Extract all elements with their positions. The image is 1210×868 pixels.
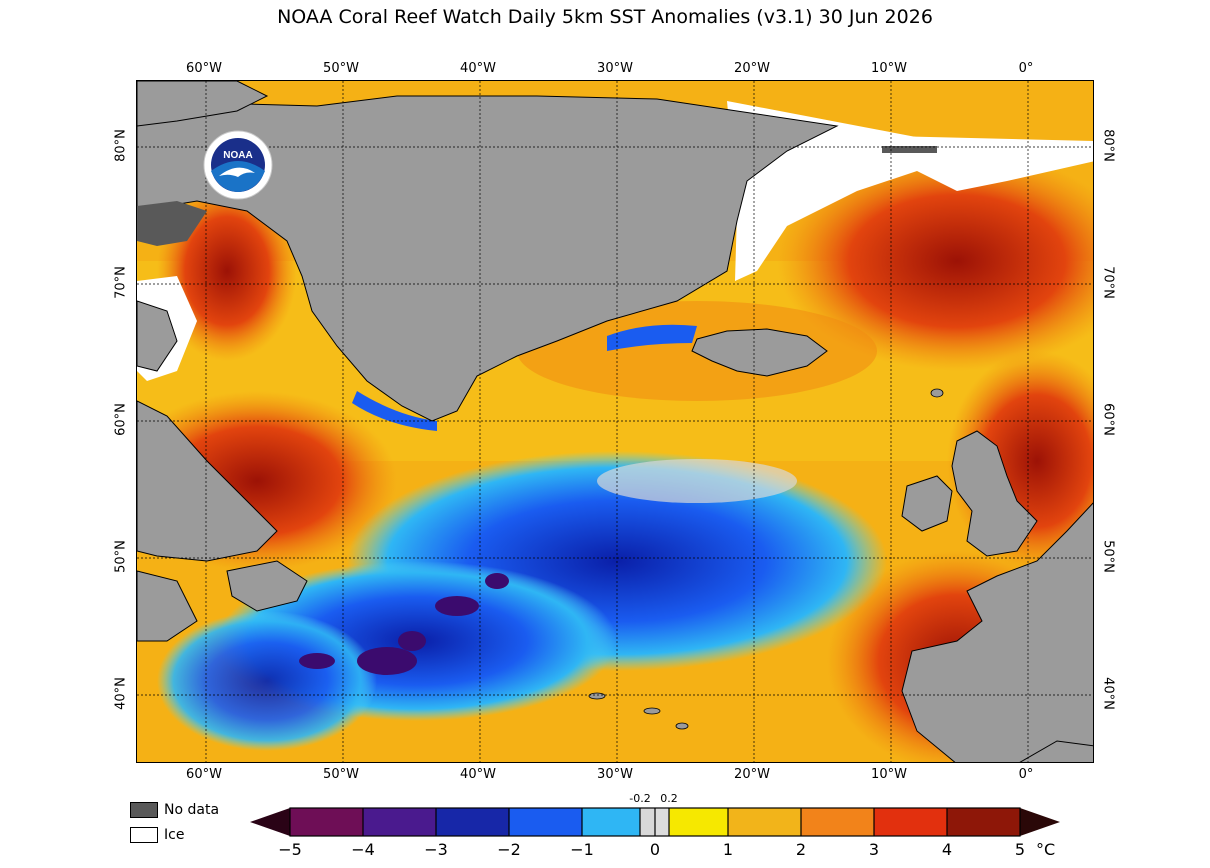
neutral-fringe [597, 459, 797, 503]
lon-label-bottom-60w: 60°W [186, 767, 222, 782]
colorbar-ticks [289, 807, 1021, 837]
land-canadian-arctic [137, 81, 269, 127]
cold-band-greenland-tip [352, 391, 437, 431]
hot-anomaly-norwegian-sea [777, 151, 1093, 371]
land-newfoundland [226, 560, 308, 612]
land-labrador [137, 400, 278, 562]
colorbar-arrow-high [1020, 808, 1060, 836]
land-nova-scotia [137, 570, 198, 642]
land-faroe [930, 388, 944, 398]
colorbar-tick-0: 0 [649, 840, 661, 859]
colorbar-tick-5: 5 [1014, 840, 1026, 859]
map-title: NOAA Coral Reef Watch Daily 5km SST Anom… [277, 6, 933, 28]
very-cold-patch-4 [299, 653, 335, 669]
colorbar-tick-4: 4 [941, 840, 953, 859]
colorbar-tick-minus5: −5 [278, 840, 302, 859]
colorbar-small-tick-pos: 0.2 [660, 792, 678, 805]
colorbar-small-tick-neg: -0.2 [629, 792, 651, 805]
colorbar-tick-minus2: −2 [497, 840, 521, 859]
colorbar [250, 807, 1060, 837]
land-azores-2 [643, 707, 661, 715]
lon-label-bottom-20w: 20°W [734, 767, 770, 782]
colorbar-tick-1: 1 [722, 840, 734, 859]
noaa-logo: NOAA [203, 130, 273, 200]
colorbar-tick-2: 2 [795, 840, 807, 859]
lon-label-bottom-0: 0° [1018, 767, 1034, 782]
lon-label-top-40w: 40°W [460, 61, 496, 76]
land-great-britain [951, 430, 1038, 557]
lat-label-right-70n: 70°N [1100, 266, 1116, 299]
lat-label-right-50n: 50°N [1100, 540, 1116, 573]
lon-label-top-10w: 10°W [871, 61, 907, 76]
no-data-region [137, 201, 207, 246]
colorbar-tick-minus4: −4 [351, 840, 375, 859]
land-ireland [901, 475, 953, 532]
graticule [137, 81, 1093, 762]
lon-label-bottom-10w: 10°W [871, 767, 907, 782]
land-africa [1019, 740, 1093, 762]
lon-label-bottom-50w: 50°W [323, 767, 359, 782]
lon-label-top-50w: 50°W [323, 61, 359, 76]
lat-label-right-80n: 80°N [1100, 129, 1116, 162]
legend-ice-swatch [130, 827, 158, 843]
lon-label-top-0: 0° [1018, 61, 1034, 76]
sst-anomaly-map: NOAA [136, 80, 1094, 763]
lat-label-right-40n: 40°N [1100, 677, 1116, 710]
land-azores-1 [588, 692, 606, 700]
noaa-logo-text: NOAA [223, 150, 252, 161]
lat-label-right-60n: 60°N [1100, 403, 1116, 436]
lon-label-bottom-30w: 30°W [597, 767, 633, 782]
map-canvas: NOAA [137, 81, 1093, 762]
legend-ice-label: Ice [164, 827, 185, 843]
colorbar-segments [290, 808, 1020, 836]
lat-label-left-50n: 50°N [113, 540, 129, 573]
colorbar-unit: °C [1036, 840, 1056, 859]
very-cold-patch-1 [357, 647, 417, 675]
cold-anomaly-west [157, 611, 377, 751]
cold-band-denmark-strait [607, 324, 697, 351]
very-cold-patch-2 [435, 596, 479, 616]
lon-label-bottom-40w: 40°W [460, 767, 496, 782]
lon-label-top-60w: 60°W [186, 61, 222, 76]
very-cold-patch-3 [398, 631, 426, 651]
lat-label-left-60n: 60°N [113, 403, 129, 436]
very-cold-patch-5 [485, 573, 509, 589]
colorbar-tick-minus3: −3 [424, 840, 448, 859]
colorbar-tick-3: 3 [868, 840, 880, 859]
sea-ice-fram-strait [887, 136, 1093, 191]
no-data-strip [882, 146, 937, 153]
colorbar-arrow-low [250, 808, 290, 836]
lat-label-left-40n: 40°N [113, 677, 129, 710]
land-azores-3 [675, 722, 689, 730]
land-europe [901, 502, 1093, 762]
lat-label-left-70n: 70°N [113, 266, 129, 299]
lon-label-top-30w: 30°W [597, 61, 633, 76]
land-baffin-island [137, 300, 178, 372]
legend-no-data-label: No data [164, 802, 220, 818]
land-greenland [137, 95, 839, 422]
lat-label-left-80n: 80°N [113, 129, 129, 162]
colorbar-tick-minus1: −1 [570, 840, 594, 859]
lon-label-top-20w: 20°W [734, 61, 770, 76]
legend-no-data-swatch [130, 802, 158, 818]
